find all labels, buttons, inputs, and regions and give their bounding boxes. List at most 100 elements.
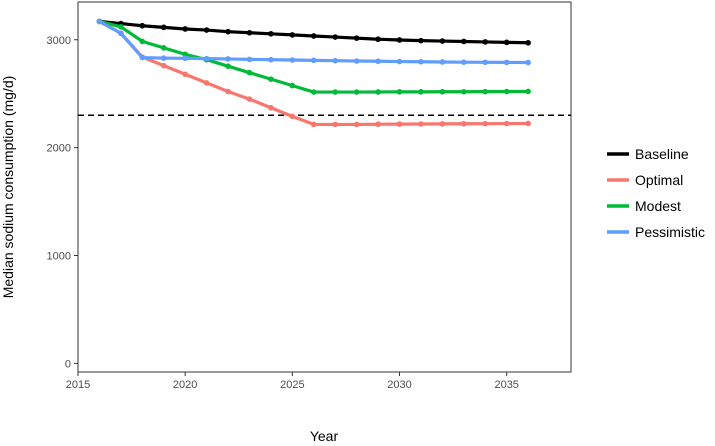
data-point-modest — [396, 89, 403, 95]
data-point-pessimistic — [139, 54, 146, 61]
data-point-baseline — [139, 22, 146, 29]
data-point-pessimistic — [525, 59, 531, 66]
data-point-optimal — [268, 104, 274, 111]
data-point-pessimistic — [482, 59, 489, 66]
data-point-baseline — [268, 31, 274, 37]
data-point-modest — [160, 45, 167, 51]
data-point-pessimistic — [246, 56, 253, 63]
data-point-optimal — [310, 121, 317, 128]
data-point-optimal — [160, 62, 167, 69]
data-point-modest — [439, 88, 446, 95]
data-point-optimal — [332, 121, 339, 128]
y-axis: 0 1000 2000 3000 — [47, 35, 78, 370]
data-point-modest — [418, 89, 424, 95]
data-point-pessimistic — [332, 57, 339, 64]
data-point-modest — [332, 89, 339, 95]
data-point-baseline — [310, 33, 317, 39]
data-point-modest — [289, 82, 296, 89]
series-baseline — [96, 18, 531, 46]
data-point-modest — [525, 88, 531, 95]
data-point-baseline — [332, 34, 339, 40]
data-point-modest — [246, 69, 253, 76]
series-layer — [96, 18, 531, 128]
data-point-baseline — [439, 38, 446, 44]
data-point-pessimistic — [268, 56, 274, 63]
series-modest — [96, 18, 531, 95]
data-point-baseline — [482, 39, 489, 45]
data-point-optimal — [439, 121, 446, 127]
data-point-modest — [268, 76, 274, 82]
data-point-optimal — [289, 113, 296, 120]
data-point-optimal — [525, 120, 531, 127]
data-point-modest — [375, 89, 381, 95]
data-point-pessimistic — [461, 59, 467, 65]
y-tick-label: 0 — [65, 358, 71, 370]
data-point-modest — [503, 88, 510, 95]
x-axis-title: Year — [310, 428, 339, 444]
data-point-pessimistic — [375, 58, 381, 65]
data-point-baseline — [396, 37, 403, 43]
x-tick-label: 2020 — [173, 379, 197, 391]
legend-label-modest: Modest — [635, 198, 681, 214]
data-point-pessimistic — [96, 18, 103, 25]
data-point-pessimistic — [203, 55, 210, 62]
data-point-modest — [118, 24, 124, 30]
data-point-optimal — [182, 71, 188, 78]
data-point-optimal — [203, 80, 210, 86]
data-point-pessimistic — [289, 57, 296, 63]
data-point-pessimistic — [503, 59, 510, 66]
legend-label-optimal: Optimal — [635, 172, 683, 188]
data-point-baseline — [225, 28, 231, 35]
data-point-baseline — [203, 27, 210, 33]
data-point-optimal — [482, 120, 489, 127]
x-tick-label: 2015 — [66, 379, 90, 391]
data-point-baseline — [461, 38, 467, 45]
data-point-baseline — [246, 29, 253, 36]
data-point-optimal — [418, 121, 424, 127]
data-point-optimal — [461, 120, 467, 127]
y-axis-title: Median sodium consumption (mg/d) — [0, 76, 16, 299]
y-tick-label: 2000 — [47, 143, 71, 155]
data-point-baseline — [353, 35, 360, 41]
x-tick-label: 2035 — [494, 379, 518, 391]
x-tick-label: 2030 — [387, 379, 411, 391]
legend: Baseline Optimal Modest Pessimistic — [607, 146, 705, 240]
data-point-optimal — [353, 121, 360, 128]
data-point-pessimistic — [225, 56, 231, 62]
data-point-modest — [353, 89, 360, 95]
x-tick-label: 2025 — [280, 379, 304, 391]
data-point-baseline — [525, 39, 531, 46]
data-point-optimal — [246, 96, 253, 102]
data-point-pessimistic — [182, 55, 188, 62]
data-point-baseline — [289, 32, 296, 38]
data-point-pessimistic — [310, 57, 317, 64]
data-point-optimal — [225, 88, 231, 95]
data-point-pessimistic — [396, 58, 403, 65]
x-axis: 2015 2020 2025 2030 2035 — [66, 372, 519, 391]
data-point-baseline — [160, 24, 167, 31]
data-point-baseline — [418, 37, 424, 44]
data-point-pessimistic — [418, 58, 424, 65]
data-point-baseline — [182, 26, 188, 32]
data-point-pessimistic — [439, 59, 446, 65]
data-point-modest — [225, 63, 231, 69]
data-point-modest — [461, 88, 467, 95]
data-point-pessimistic — [118, 30, 124, 37]
data-point-modest — [139, 38, 146, 45]
data-point-baseline — [375, 36, 381, 43]
data-point-modest — [310, 89, 317, 95]
data-point-baseline — [503, 39, 510, 46]
legend-label-baseline: Baseline — [635, 146, 689, 162]
series-pessimistic — [96, 18, 531, 66]
data-point-optimal — [375, 121, 381, 128]
data-point-optimal — [503, 120, 510, 127]
y-tick-label: 3000 — [47, 35, 71, 47]
legend-label-pessimistic: Pessimistic — [635, 224, 705, 240]
data-point-pessimistic — [353, 58, 360, 64]
data-point-optimal — [396, 121, 403, 127]
data-point-modest — [182, 51, 188, 58]
y-tick-label: 1000 — [47, 250, 71, 262]
data-point-pessimistic — [160, 55, 167, 61]
data-point-modest — [482, 88, 489, 95]
